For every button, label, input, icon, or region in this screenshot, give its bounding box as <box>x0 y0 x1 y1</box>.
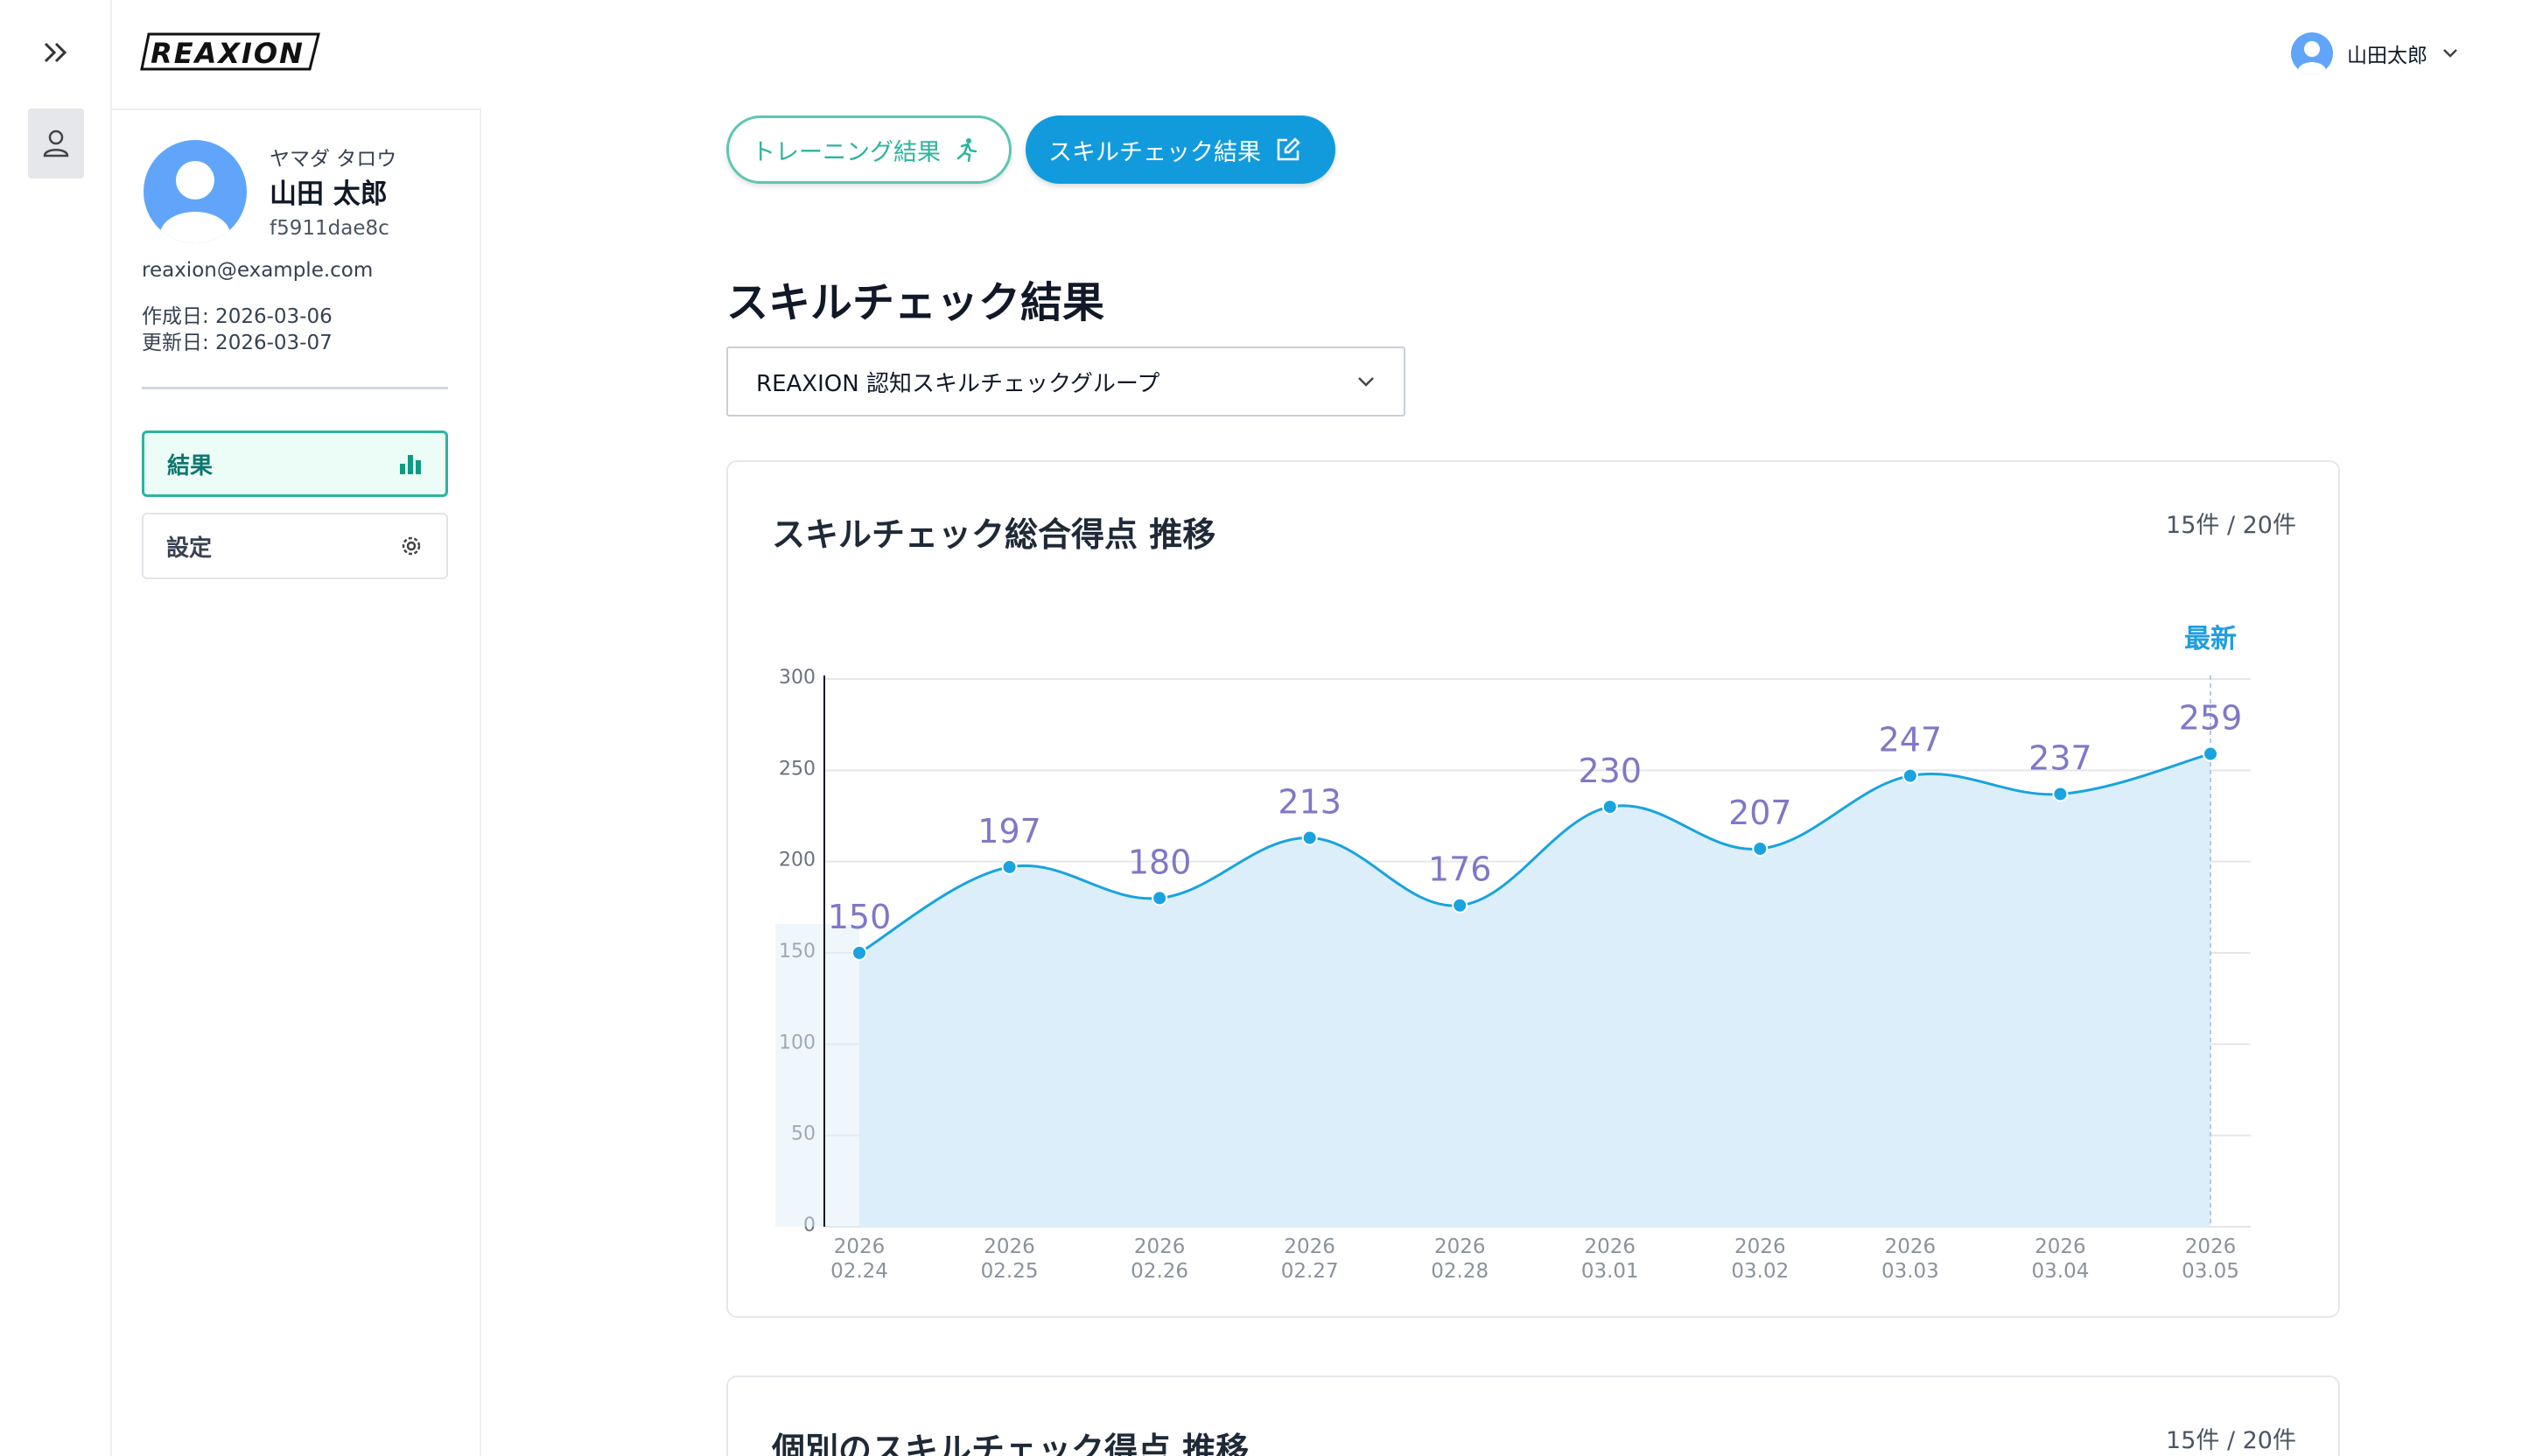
x-tick-label: 2026 <box>1885 1236 1937 1258</box>
x-tick-label: 2026 <box>1134 1236 1186 1258</box>
group-select-value: REAXION 認知スキルチェックグループ <box>756 370 1160 397</box>
avatar <box>2291 32 2333 74</box>
x-tick-label: 03.01 <box>1581 1260 1639 1283</box>
data-label: 150 <box>828 898 892 936</box>
profile-kana: ヤマダ タロウ <box>270 148 397 171</box>
x-tick-label: 02.28 <box>1431 1260 1489 1283</box>
brand-logo[interactable]: REAXION <box>140 32 320 72</box>
x-tick-label: 02.26 <box>1131 1260 1188 1283</box>
series-line <box>858 752 2211 955</box>
x-tick-label: 2026 <box>1434 1236 1486 1258</box>
profile-name: 山田 太郎 <box>270 178 388 210</box>
svg-text:REAXION: REAXION <box>151 37 305 70</box>
data-label: 207 <box>1728 794 1792 832</box>
y-tick-label: 150 <box>779 941 816 962</box>
x-tick-label: 03.03 <box>1881 1260 1939 1283</box>
data-point <box>1601 799 1618 816</box>
data-label: 176 <box>1428 850 1492 889</box>
menu-item-label: 設定 <box>166 535 213 562</box>
avatar <box>144 140 247 243</box>
x-tick-label: 2026 <box>1585 1236 1636 1258</box>
x-tick-label: 2026 <box>2035 1236 2086 1258</box>
x-tick-label: 2026 <box>1734 1236 1786 1258</box>
data-point <box>1001 858 1018 875</box>
data-label: 213 <box>1278 783 1342 822</box>
profile-panel: ヤマダ タロウ 山田 太郎 f5911dae8c reaxion@example… <box>112 108 481 1456</box>
data-point <box>1752 841 1769 858</box>
header-user-menu[interactable]: 山田太郎 <box>2291 32 2459 75</box>
x-tick-label: 02.27 <box>1281 1260 1339 1283</box>
y-tick-label: 200 <box>779 850 816 872</box>
menu-item-settings[interactable]: 設定 <box>142 513 448 579</box>
divider <box>142 387 448 389</box>
data-label: 230 <box>1579 752 1643 790</box>
x-tick-label: 2026 <box>984 1236 1035 1258</box>
tab-skill-check-results[interactable]: スキルチェック結果 <box>1026 116 1335 184</box>
menu-item-label: 結果 <box>167 452 214 480</box>
page-title: スキルチェック結果 <box>726 278 1105 327</box>
header-user-name: 山田太郎 <box>2347 45 2427 67</box>
record-count: 15件 / 20件 <box>2166 512 2296 539</box>
x-tick-label: 03.05 <box>2182 1260 2239 1283</box>
y-tick-label: 0 <box>803 1214 816 1236</box>
total-score-chart: 050100150200250300150202602.24197202602.… <box>775 624 2251 1283</box>
double-chevron-right-icon <box>44 42 67 63</box>
data-point <box>1452 897 1468 914</box>
profile-id: f5911dae8c <box>270 217 389 240</box>
y-tick-label: 300 <box>779 667 816 689</box>
y-tick-label: 100 <box>779 1032 816 1054</box>
data-label: 247 <box>1879 721 1943 760</box>
individual-score-card: 個別のスキルチェック得点 推移 15件 / 20件 <box>726 1376 2340 1456</box>
user-nav-button[interactable] <box>28 108 84 178</box>
record-count: 15件 / 20件 <box>2166 1427 2296 1454</box>
chevron-down-icon <box>1358 377 1374 387</box>
data-label: 259 <box>2179 699 2243 738</box>
x-tick-label: 2026 <box>1284 1236 1335 1258</box>
bar-chart-icon <box>400 455 421 474</box>
menu-item-results[interactable]: 結果 <box>142 430 448 497</box>
series-area <box>859 753 2210 1227</box>
expand-sidebar-button[interactable] <box>35 35 77 70</box>
group-select[interactable]: REAXION 認知スキルチェックグループ <box>726 346 1405 416</box>
profile-updated-date: 更新日: 2026-03-07 <box>142 332 333 354</box>
data-point <box>2203 746 2218 762</box>
x-tick-label: 2026 <box>2185 1236 2237 1258</box>
total-score-card: スキルチェック総合得点 推移 15件 / 20件 0 50 100 150 200 250… <box>726 460 2340 1318</box>
y-tick-label: 250 <box>779 758 816 780</box>
tab-label: スキルチェック結果 <box>1048 138 1261 166</box>
x-tick-label: 03.02 <box>1731 1260 1789 1283</box>
x-tick-label: 02.24 <box>830 1260 888 1283</box>
data-point <box>851 945 867 961</box>
y-tick-label: 50 <box>791 1124 816 1145</box>
chevron-down-icon <box>2443 49 2457 58</box>
tab-training-results[interactable]: トレーニング結果 <box>726 116 1012 184</box>
latest-label: 最新 <box>2184 624 2237 654</box>
data-point <box>1152 890 1168 906</box>
gear-icon <box>402 536 421 556</box>
left-rail <box>0 0 112 1456</box>
tab-label: トレーニング結果 <box>752 138 941 166</box>
data-label: 197 <box>977 812 1041 850</box>
user-icon <box>43 130 69 158</box>
x-tick-label: 03.04 <box>2032 1260 2090 1283</box>
data-point <box>2052 786 2069 802</box>
data-label: 180 <box>1128 843 1192 881</box>
data-point <box>1301 830 1318 846</box>
data-label: 237 <box>2028 738 2092 777</box>
profile-created-date: 作成日: 2026-03-06 <box>142 305 333 328</box>
card-title: 個別のスキルチェック得点 推移 <box>772 1431 1250 1456</box>
data-point <box>1902 767 1918 784</box>
running-person-icon <box>956 138 977 162</box>
series-area-fade <box>775 924 859 1227</box>
edit-icon <box>1277 137 1300 161</box>
x-tick-label: 2026 <box>834 1236 886 1258</box>
profile-email: reaxion@example.com <box>142 259 374 282</box>
x-tick-label: 02.25 <box>981 1260 1039 1283</box>
card-title: スキルチェック総合得点 推移 <box>772 515 1216 554</box>
